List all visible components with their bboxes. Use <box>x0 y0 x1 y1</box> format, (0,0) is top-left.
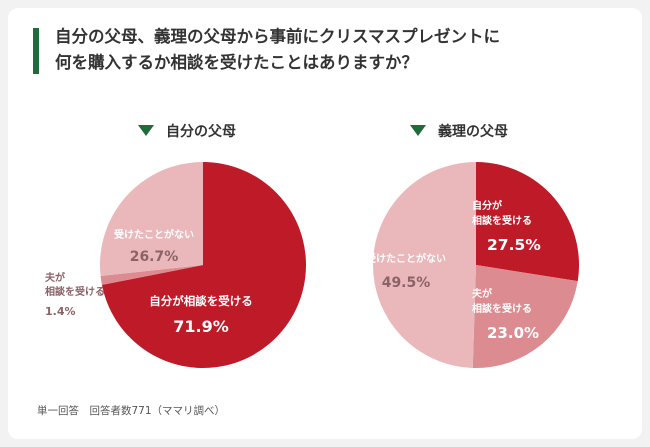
footer-note: 単一回答 回答者数771（ママリ調べ） <box>37 405 226 417</box>
chart-heading-in-laws: 義理の父母 <box>410 122 508 142</box>
slice-label-self-consulted: 自分が <box>472 199 503 212</box>
triangle-down-icon <box>410 124 426 136</box>
slice-label-self-consulted: 自分が相談を受ける <box>149 294 253 308</box>
title-accent-bar <box>33 28 39 74</box>
pie-slice-never-consulted <box>373 162 476 368</box>
slice-label-self-consulted: 相談を受ける <box>472 214 532 227</box>
slice-value-husband-consulted: 1.4% <box>45 305 76 318</box>
slice-value-self-consulted: 71.9% <box>173 317 229 336</box>
slice-label-never-consulted: 受けたことがない <box>366 252 446 265</box>
pie-slice-self-consulted <box>101 162 306 368</box>
chart-title-in-laws: 義理の父母 <box>438 124 508 140</box>
question-title-line2: 何を購入するか相談を受けたことはありますか？ <box>55 53 418 72</box>
slice-label-husband-consulted: 夫が <box>471 287 493 300</box>
pie-slice-self-consulted <box>476 162 579 282</box>
slice-label-husband-consulted: 夫が <box>44 271 66 284</box>
chart-title-own-parents: 自分の父母 <box>166 124 236 140</box>
chart-heading-own-parents: 自分の父母 <box>138 122 236 142</box>
slice-value-never-consulted: 26.7% <box>130 249 179 265</box>
slice-value-never-consulted: 49.5% <box>382 275 431 291</box>
slice-value-self-consulted: 27.5% <box>487 236 541 254</box>
pie-slice-husband-consulted <box>472 265 578 368</box>
slice-value-husband-consulted: 23.0% <box>487 324 539 342</box>
question-title: 自分の父母、義理の父母から事前にクリスマスプレゼントに 何を購入するか相談を受け… <box>55 24 615 76</box>
pie-slice-husband-consulted <box>100 265 203 285</box>
slice-label-never-consulted: 受けたことがない <box>114 228 194 241</box>
triangle-down-icon <box>138 124 154 136</box>
pie-slice-never-consulted <box>100 162 203 276</box>
question-title-line1: 自分の父母、義理の父母から事前にクリスマスプレゼントに <box>55 27 501 46</box>
slice-label-husband-consulted: 相談を受ける <box>472 302 532 315</box>
slice-label-husband-consulted: 相談を受ける <box>45 285 105 298</box>
